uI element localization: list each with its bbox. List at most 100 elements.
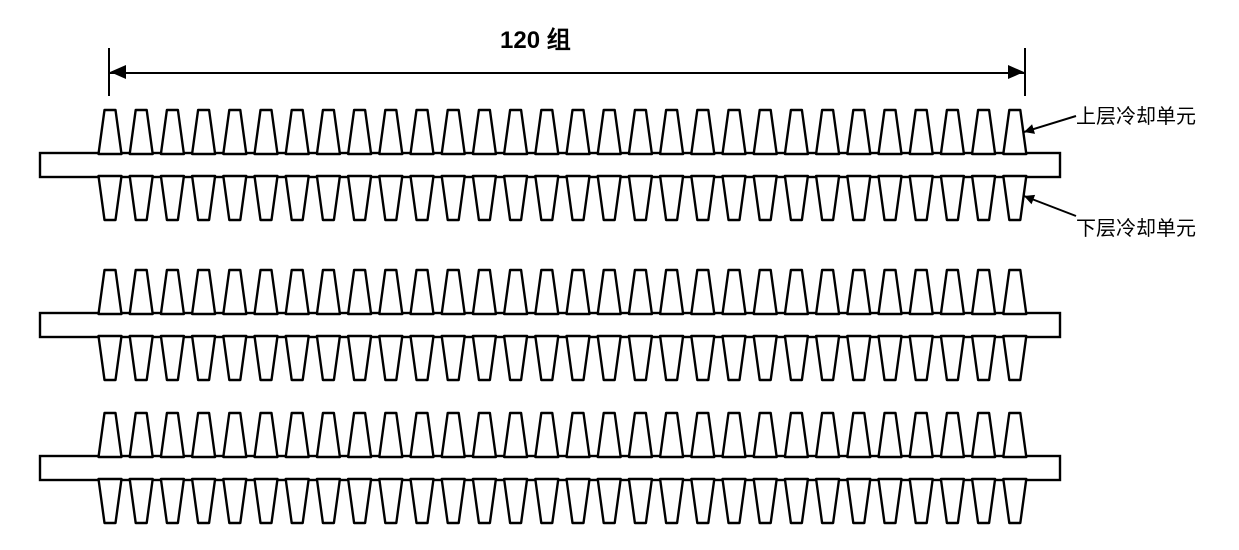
- upper-cooling-unit: [1003, 270, 1026, 314]
- lower-cooling-unit: [411, 176, 434, 220]
- upper-cooling-unit: [879, 413, 902, 457]
- lower-cooling-unit: [816, 336, 839, 380]
- lower-cooling-unit: [847, 479, 870, 523]
- lower-cooling-unit: [223, 479, 246, 523]
- upper-cooling-unit: [504, 413, 527, 457]
- upper-cooling-unit: [879, 270, 902, 314]
- upper-cooling-unit: [691, 110, 714, 154]
- lower-cooling-unit: [255, 479, 278, 523]
- upper-cooling-unit: [255, 270, 278, 314]
- lower-cooling-unit: [348, 176, 371, 220]
- lower-cooling-unit: [754, 479, 777, 523]
- upper-cooling-unit: [972, 270, 995, 314]
- lower-cooling-unit: [223, 176, 246, 220]
- lower-cooling-unit: [255, 176, 278, 220]
- lower-cooling-unit: [847, 176, 870, 220]
- lower-cooling-unit: [1003, 479, 1026, 523]
- upper-cooling-unit: [473, 270, 496, 314]
- callout-lower-label: 下层冷却单元: [1076, 212, 1196, 241]
- lower-cooling-unit: [223, 336, 246, 380]
- lower-cooling-unit: [161, 479, 184, 523]
- upper-cooling-unit: [348, 270, 371, 314]
- lower-cooling-unit: [442, 176, 465, 220]
- upper-cooling-unit: [348, 413, 371, 457]
- upper-cooling-unit: [972, 110, 995, 154]
- lower-cooling-unit: [473, 479, 496, 523]
- upper-cooling-unit: [411, 270, 434, 314]
- lower-cooling-unit: [99, 336, 122, 380]
- upper-cooling-unit: [286, 270, 309, 314]
- lower-cooling-unit: [847, 336, 870, 380]
- lower-cooling-unit: [723, 336, 746, 380]
- upper-cooling-unit: [348, 110, 371, 154]
- upper-cooling-unit: [598, 270, 621, 314]
- upper-cooling-unit: [660, 110, 683, 154]
- lower-cooling-unit: [691, 176, 714, 220]
- lower-cooling-unit: [442, 336, 465, 380]
- lower-cooling-unit: [317, 176, 340, 220]
- lower-cooling-unit: [598, 479, 621, 523]
- lower-cooling-unit: [879, 176, 902, 220]
- lower-cooling-unit: [286, 479, 309, 523]
- lower-cooling-unit: [348, 336, 371, 380]
- upper-cooling-unit: [442, 270, 465, 314]
- lower-cooling-unit: [504, 176, 527, 220]
- lower-cooling-unit: [660, 336, 683, 380]
- lower-cooling-unit: [972, 479, 995, 523]
- lower-cooling-unit: [504, 336, 527, 380]
- lower-cooling-unit: [629, 336, 652, 380]
- lower-cooling-unit: [816, 176, 839, 220]
- lower-cooling-unit: [941, 336, 964, 380]
- lower-cooling-unit: [816, 479, 839, 523]
- upper-cooling-unit: [504, 270, 527, 314]
- cooling-row: [20, 265, 1080, 385]
- lower-cooling-unit: [1003, 336, 1026, 380]
- upper-cooling-unit: [317, 413, 340, 457]
- upper-cooling-unit: [941, 110, 964, 154]
- lower-cooling-unit: [598, 336, 621, 380]
- upper-cooling-unit: [130, 110, 153, 154]
- lower-cooling-unit: [473, 176, 496, 220]
- upper-cooling-unit: [723, 270, 746, 314]
- lower-cooling-unit: [1003, 176, 1026, 220]
- upper-cooling-unit: [847, 270, 870, 314]
- lower-cooling-unit: [442, 479, 465, 523]
- upper-cooling-unit: [941, 270, 964, 314]
- upper-cooling-unit: [411, 110, 434, 154]
- lower-cooling-unit: [286, 176, 309, 220]
- lower-cooling-unit: [130, 479, 153, 523]
- upper-cooling-unit: [99, 110, 122, 154]
- upper-cooling-unit: [660, 413, 683, 457]
- upper-cooling-unit: [816, 413, 839, 457]
- lower-cooling-unit: [972, 176, 995, 220]
- lower-cooling-unit: [910, 479, 933, 523]
- lower-cooling-unit: [161, 176, 184, 220]
- upper-cooling-unit: [598, 110, 621, 154]
- upper-cooling-unit: [379, 110, 402, 154]
- upper-cooling-unit: [161, 110, 184, 154]
- upper-cooling-unit: [379, 413, 402, 457]
- lower-cooling-unit: [535, 176, 558, 220]
- lower-cooling-unit: [130, 176, 153, 220]
- upper-cooling-unit: [567, 110, 590, 154]
- upper-cooling-unit: [723, 110, 746, 154]
- lower-cooling-unit: [192, 479, 215, 523]
- upper-cooling-unit: [255, 110, 278, 154]
- upper-cooling-unit: [192, 110, 215, 154]
- lower-cooling-unit: [723, 479, 746, 523]
- lower-cooling-unit: [504, 479, 527, 523]
- upper-cooling-unit: [567, 270, 590, 314]
- lower-cooling-unit: [691, 336, 714, 380]
- upper-cooling-unit: [785, 413, 808, 457]
- lower-cooling-unit: [411, 479, 434, 523]
- upper-cooling-unit: [286, 110, 309, 154]
- dimension-arrow-right: [1008, 65, 1024, 79]
- lower-cooling-unit: [567, 479, 590, 523]
- lower-cooling-unit: [660, 176, 683, 220]
- lower-cooling-unit: [348, 479, 371, 523]
- lower-cooling-unit: [567, 336, 590, 380]
- upper-cooling-unit: [1003, 413, 1026, 457]
- upper-cooling-unit: [442, 110, 465, 154]
- upper-cooling-unit: [816, 270, 839, 314]
- upper-cooling-unit: [442, 413, 465, 457]
